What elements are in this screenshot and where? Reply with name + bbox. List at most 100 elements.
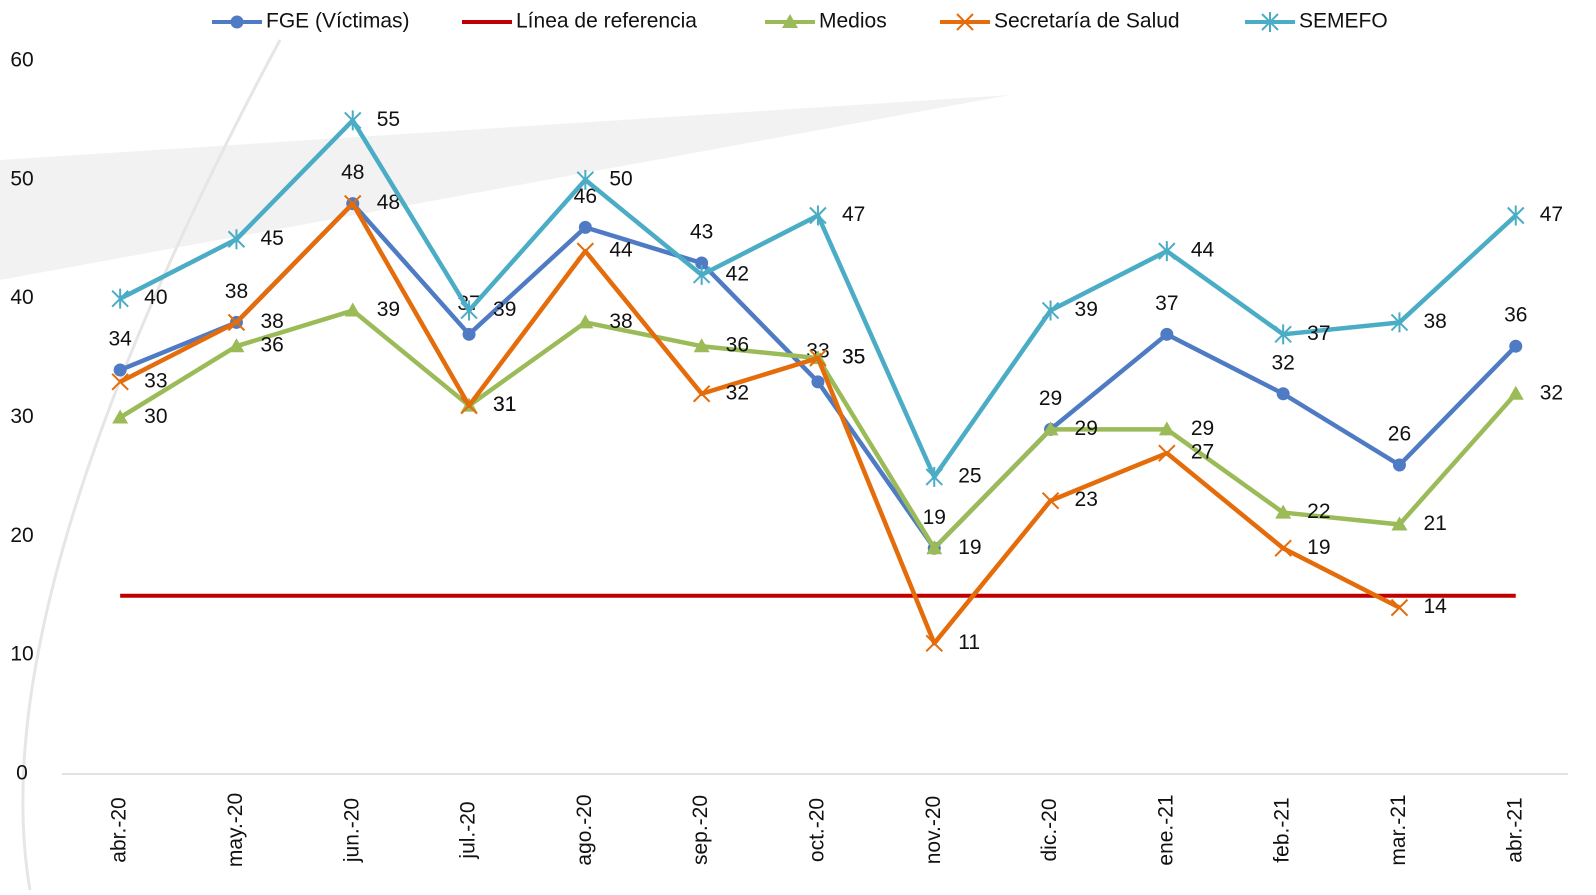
point	[693, 338, 710, 353]
point	[811, 375, 825, 389]
point	[925, 466, 943, 487]
data-label: 45	[260, 227, 283, 250]
data-label: 38	[260, 310, 283, 333]
data-label: 39	[377, 298, 400, 321]
data-label: 31	[493, 393, 516, 416]
point	[111, 373, 129, 391]
point	[809, 349, 827, 367]
legend-label: Línea de referencia	[516, 10, 697, 33]
point	[692, 385, 711, 403]
point	[1507, 205, 1525, 226]
point	[344, 194, 362, 213]
data-label: 38	[1423, 310, 1446, 333]
point	[1275, 504, 1292, 519]
data-label: 55	[377, 108, 400, 131]
point	[113, 363, 127, 377]
data-label: 47	[1540, 203, 1563, 226]
point	[577, 314, 594, 329]
data-label: 21	[1423, 512, 1446, 535]
point	[344, 110, 362, 131]
data-label: 11	[958, 631, 980, 654]
data-label: 22	[1307, 500, 1330, 523]
y-tick-label: 20	[10, 524, 33, 547]
data-label: 31	[493, 393, 516, 416]
data-label: 19	[1307, 536, 1330, 559]
legend-label: Medios	[819, 10, 887, 33]
line	[119, 201, 1401, 646]
series: 33 38 48 31 44 32 35 11 23 27 19 14	[111, 191, 1447, 654]
point	[576, 242, 595, 260]
y-tick-label: 40	[10, 286, 33, 309]
point	[1274, 324, 1292, 345]
data-label: 48	[341, 161, 364, 184]
point	[1392, 458, 1406, 472]
point	[1507, 385, 1524, 400]
data-label: 33	[144, 369, 167, 392]
data-label: 19	[923, 506, 946, 529]
data-label: 26	[1388, 423, 1411, 446]
series: 40 45 55 39 50 42 47 25 39 44 37 38 47	[111, 108, 1563, 487]
data-label: 32	[1540, 381, 1563, 404]
data-label: 37	[1307, 322, 1330, 345]
point	[1158, 421, 1175, 436]
data-label: 34	[108, 328, 132, 351]
data-label: 38	[225, 280, 248, 303]
point	[1390, 598, 1409, 617]
data-label: 32	[726, 381, 749, 404]
legend-label: Secretaría de Salud	[994, 10, 1180, 33]
data-label: 29	[1191, 417, 1214, 440]
point	[344, 302, 361, 317]
data-label: 36	[260, 334, 283, 357]
point	[462, 327, 476, 341]
point	[1276, 387, 1290, 401]
data-label: 39	[1075, 298, 1098, 321]
legend-label: SEMEFO	[1299, 10, 1388, 33]
point	[111, 288, 129, 309]
point	[1042, 421, 1059, 436]
data-label: 27	[1191, 441, 1214, 464]
data-label: 40	[144, 286, 167, 309]
point	[578, 220, 592, 234]
point	[692, 264, 711, 285]
data-label: 36	[726, 334, 749, 357]
x-tick-label: oct.-20	[805, 798, 828, 862]
point	[1041, 300, 1060, 321]
data-label: 36	[1504, 304, 1527, 327]
point	[926, 540, 943, 555]
legend-marker	[956, 13, 974, 31]
data-label: 35	[842, 346, 865, 369]
data-label: 23	[1075, 488, 1098, 511]
y-tick-label: 10	[10, 643, 33, 666]
point	[925, 634, 943, 652]
y-tick-label: 60	[10, 49, 33, 72]
x-tick-label: nov.-20	[922, 796, 945, 865]
point	[1041, 491, 1060, 510]
decoration	[21, 39, 282, 891]
y-tick-label: 30	[10, 405, 33, 428]
x-tick-label: dic.-20	[1038, 798, 1061, 861]
legend-marker	[782, 14, 798, 28]
data-label: 44	[609, 239, 633, 262]
data-label: 42	[726, 262, 749, 285]
x-tick-label: jun.-20	[340, 798, 363, 863]
point	[228, 338, 245, 353]
point	[1391, 516, 1408, 531]
legend-marker	[1261, 12, 1279, 32]
point	[695, 256, 709, 270]
data-label: 48	[377, 191, 400, 214]
data-label: 37	[1155, 292, 1178, 315]
point	[227, 313, 246, 332]
x-tick-label: abr.-20	[108, 797, 131, 862]
x-tick-label: feb.-21	[1271, 797, 1294, 862]
data-label: 30	[144, 405, 167, 428]
decoration	[0, 95, 1010, 280]
data-label: 44	[1191, 239, 1215, 262]
data-label: 19	[958, 536, 981, 559]
point	[1274, 539, 1292, 557]
point	[460, 396, 478, 415]
x-tick-label: sep.-20	[689, 795, 712, 865]
point	[1158, 444, 1176, 462]
point	[112, 409, 129, 424]
point	[1160, 327, 1174, 341]
